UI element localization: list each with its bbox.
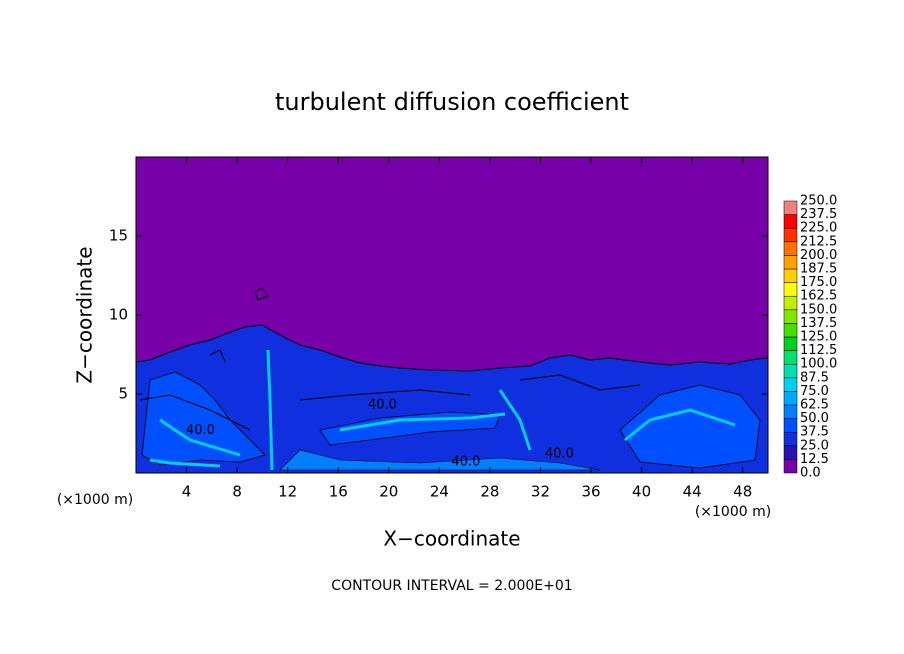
colorbar-label: 212.5 <box>800 234 837 249</box>
colorbar-band <box>783 255 798 270</box>
x-tick-label: 44 <box>683 483 702 501</box>
colorbar-label: 225.0 <box>800 221 837 236</box>
contour-lines <box>139 287 641 431</box>
x-tick-label: 24 <box>430 483 449 501</box>
contour-label: 40.0 <box>368 398 397 413</box>
colorbar-label: 12.5 <box>800 452 829 467</box>
field-streaks <box>149 349 736 471</box>
colorbar-label: 150.0 <box>800 302 837 317</box>
colorbar-label: 175.0 <box>800 275 837 290</box>
x-tick-label: 28 <box>480 483 499 501</box>
y-axis-label: Z−coordinate <box>73 246 97 383</box>
colorbar-label: 37.5 <box>800 425 829 440</box>
colorbar-band <box>783 241 798 256</box>
field-region <box>619 384 761 469</box>
colorbar-label: 112.5 <box>800 343 837 358</box>
colorbar-band <box>783 227 798 243</box>
colorbar-label: 237.5 <box>800 207 837 222</box>
x-tick-label: 16 <box>329 483 348 501</box>
colorbar-label: 50.0 <box>800 411 829 426</box>
colorbar-label: 200.0 <box>800 248 837 263</box>
x-tick-label: 36 <box>581 483 600 501</box>
colorbar-label: 250.0 <box>800 194 837 209</box>
field-region <box>141 371 266 466</box>
contour-field <box>136 157 768 473</box>
contour-label: 40.0 <box>451 454 480 469</box>
colorbar-band <box>783 268 798 283</box>
colorbar-band <box>783 445 798 460</box>
x-unit-label: (×1000 m) <box>695 504 771 520</box>
y-tick-label: 15 <box>109 227 128 245</box>
colorbar-band <box>783 295 798 311</box>
colorbar-band <box>783 377 798 392</box>
x-axis-label: X−coordinate <box>383 527 520 551</box>
colorbar-band <box>783 350 798 365</box>
contour-label: 40.0 <box>545 447 574 462</box>
field-region <box>279 449 601 471</box>
field-region <box>319 411 501 446</box>
colorbar-label: 187.5 <box>800 262 837 277</box>
x-tick-label: 32 <box>531 483 550 501</box>
footer-note: CONTOUR INTERVAL = 2.000E+01 <box>331 578 572 594</box>
colorbar-band <box>783 363 798 379</box>
colorbar-label: 0.0 <box>800 466 821 481</box>
colorbar-label: 125.0 <box>800 330 837 345</box>
x-tick-label: 40 <box>632 483 651 501</box>
colorbar-band <box>783 431 798 447</box>
x-tick-label: 8 <box>232 483 242 501</box>
colorbar-label: 137.5 <box>800 316 837 331</box>
y-tick-label: 10 <box>109 306 128 324</box>
colorbar-band <box>783 309 798 324</box>
x-tick-label: 48 <box>733 483 752 501</box>
colorbar-label: 87.5 <box>800 370 829 385</box>
colorbar-label: 75.0 <box>800 384 829 399</box>
x-tick-label: 4 <box>182 483 192 501</box>
colorbar-label: 62.5 <box>800 398 829 413</box>
x-unit-label: (×1000 m) <box>57 492 133 508</box>
colorbar-band <box>783 336 798 351</box>
x-tick-label: 20 <box>379 483 398 501</box>
field-region <box>136 324 768 473</box>
x-tick-label: 12 <box>278 483 297 501</box>
colorbar-band <box>783 323 798 338</box>
colorbar-band <box>783 200 798 215</box>
colorbar-band <box>783 459 798 474</box>
colorbar-label: 100.0 <box>800 357 837 372</box>
chart-title: turbulent diffusion coefficient <box>275 88 629 116</box>
colorbar-band <box>783 214 798 229</box>
colorbar-band <box>783 391 798 406</box>
colorbar-band <box>783 282 798 297</box>
colorbar-label: 162.5 <box>800 289 837 304</box>
colorbar-band <box>783 404 798 419</box>
colorbar-label: 25.0 <box>800 438 829 453</box>
contour-label: 40.0 <box>186 423 215 438</box>
colorbar-band <box>783 418 798 433</box>
y-tick-label: 5 <box>118 385 128 403</box>
